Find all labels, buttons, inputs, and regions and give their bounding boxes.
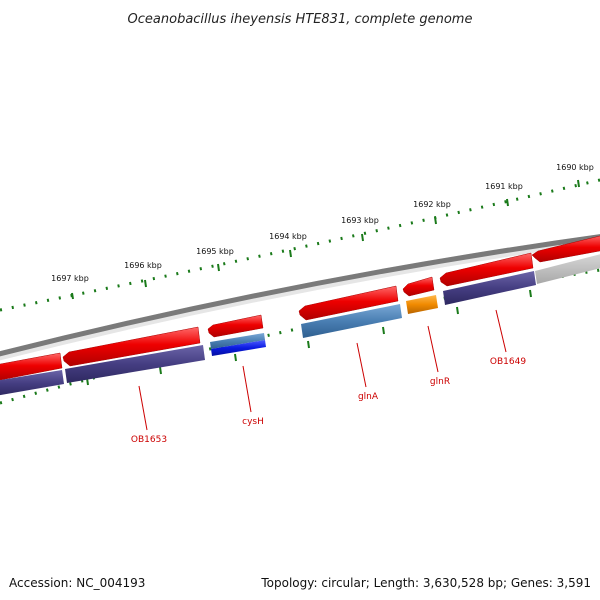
map-title: Oceanobacillus iheyensis HTE831, complet… xyxy=(128,12,473,27)
tick-label: 1695 kbp xyxy=(196,247,234,256)
cds-feature-ob1649[interactable] xyxy=(439,252,534,287)
gene-labels: OB1649 glnR glnA cysH OB1653 xyxy=(131,357,526,445)
gene-label-ob1649[interactable]: OB1649 xyxy=(490,357,526,367)
tick-label: 1694 kbp xyxy=(269,232,307,241)
track-segment-purple xyxy=(65,345,205,383)
track-segment-steelblue xyxy=(301,304,402,338)
leader-lines xyxy=(138,309,507,431)
track-segment-steelblue xyxy=(210,333,265,349)
cds-feature-ob1653[interactable] xyxy=(62,326,201,367)
backbone-outer xyxy=(0,234,600,357)
tick-label: 1693 kbp xyxy=(341,216,379,225)
topology-text: Topology: circular; Length: 3,630,528 bp… xyxy=(261,576,591,590)
cds-feature-glna[interactable] xyxy=(298,285,399,321)
cds-feature[interactable] xyxy=(0,352,63,381)
outer-ruler xyxy=(0,178,600,312)
cds-track xyxy=(0,235,600,381)
track-segment-purple xyxy=(443,271,536,305)
cds-feature-glnr[interactable] xyxy=(402,276,435,297)
gene-label-cysh[interactable]: cysH xyxy=(242,417,264,427)
track-segment-purple xyxy=(0,370,64,396)
accession-text: Accession: NC_004193 xyxy=(9,576,146,590)
track-segment-blue xyxy=(211,340,266,356)
gene-label-ob1653[interactable]: OB1653 xyxy=(131,435,167,445)
tick-label: 1690 kbp xyxy=(556,163,594,172)
tick-label: 1691 kbp xyxy=(485,182,523,191)
gene-label-glna[interactable]: glnA xyxy=(358,392,379,402)
cds-feature-cysh[interactable] xyxy=(207,314,264,338)
tick-labels: 1690 kbp 1691 kbp 1692 kbp 1693 kbp 1694… xyxy=(51,163,594,283)
tick-label: 1697 kbp xyxy=(51,274,89,283)
gene-label-glnr[interactable]: glnR xyxy=(430,377,450,387)
backbone-shadow xyxy=(0,234,600,361)
major-ticks xyxy=(71,179,580,300)
tick-label: 1692 kbp xyxy=(413,200,451,209)
secondary-track xyxy=(0,254,600,396)
tick-label: 1696 kbp xyxy=(124,261,162,270)
track-segment-orange xyxy=(406,295,438,314)
cds-feature[interactable] xyxy=(531,235,600,263)
track-segment xyxy=(535,254,600,284)
